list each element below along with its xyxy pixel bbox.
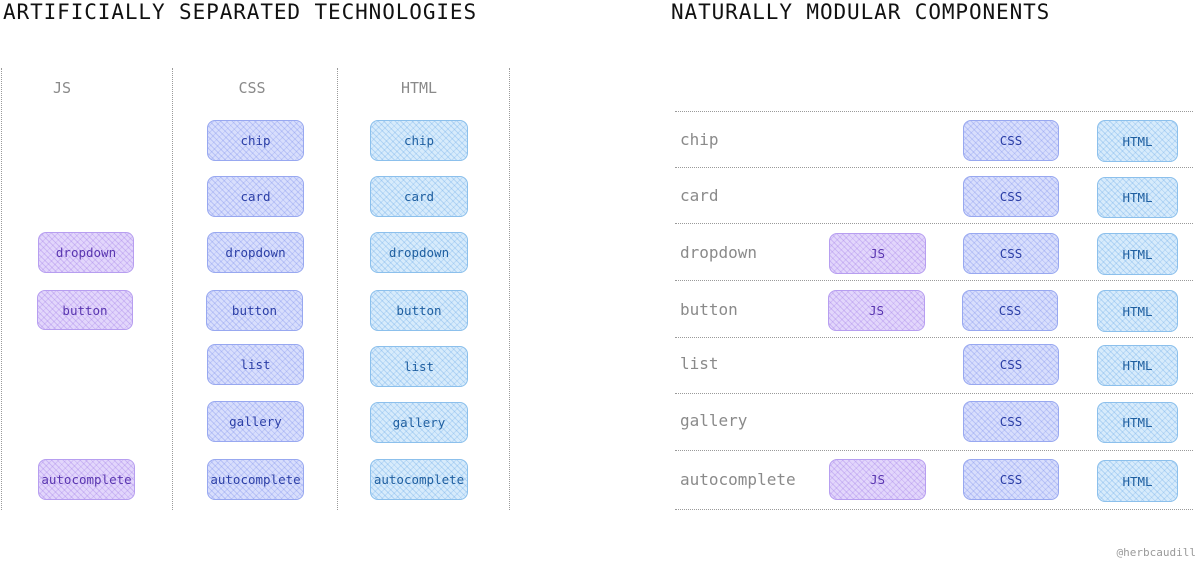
chip-css-chip: CSS	[963, 120, 1059, 161]
row-label-gallery: gallery	[680, 411, 748, 430]
column-header-css: CSS	[238, 79, 266, 97]
row-divider	[675, 280, 1193, 281]
html-chip-list: list	[370, 346, 468, 387]
button-css-chip: CSS	[962, 290, 1058, 331]
css-chip-chip: chip	[207, 120, 304, 161]
row-divider	[675, 111, 1193, 112]
css-chip-card: card	[207, 176, 304, 217]
row-divider	[675, 167, 1193, 168]
dropdown-js-chip: JS	[829, 233, 926, 274]
right-diagram-title: NATURALLY MODULAR COMPONENTS	[671, 0, 1051, 24]
column-divider	[337, 68, 338, 510]
row-divider	[675, 393, 1193, 394]
css-chip-gallery: gallery	[207, 401, 304, 442]
row-divider	[675, 223, 1193, 224]
card-css-chip: CSS	[963, 176, 1059, 217]
button-js-chip: JS	[828, 290, 925, 331]
css-chip-autocomplete: autocomplete	[207, 459, 304, 500]
row-divider	[675, 450, 1193, 451]
html-chip-autocomplete: autocomplete	[370, 459, 468, 500]
autocomplete-js-chip: JS	[829, 459, 926, 500]
js-chip-button: button	[37, 290, 133, 330]
column-header-js: JS	[52, 79, 72, 97]
row-label-list: list	[680, 354, 719, 373]
row-label-autocomplete: autocomplete	[680, 470, 796, 489]
column-divider	[172, 68, 173, 510]
gallery-css-chip: CSS	[963, 401, 1059, 442]
row-label-button: button	[680, 300, 738, 319]
autocomplete-css-chip: CSS	[963, 459, 1059, 500]
html-chip-card: card	[370, 176, 468, 217]
column-divider	[509, 68, 510, 510]
button-html-chip: HTML	[1097, 290, 1178, 332]
html-chip-chip: chip	[370, 120, 468, 161]
css-chip-list: list	[207, 344, 304, 385]
html-chip-dropdown: dropdown	[370, 232, 468, 273]
list-css-chip: CSS	[963, 344, 1059, 385]
dropdown-css-chip: CSS	[963, 233, 1059, 274]
row-divider	[675, 509, 1193, 510]
js-chip-dropdown: dropdown	[38, 232, 134, 273]
column-header-html: HTML	[400, 79, 438, 97]
html-chip-button: button	[370, 290, 468, 331]
html-chip-gallery: gallery	[370, 402, 468, 443]
row-label-chip: chip	[680, 130, 719, 149]
author-credit: @herbcaudill	[1116, 546, 1196, 559]
card-html-chip: HTML	[1097, 177, 1178, 218]
left-diagram-title: ARTIFICIALLY SEPARATED TECHNOLOGIES	[3, 0, 478, 24]
row-label-dropdown: dropdown	[680, 243, 758, 262]
row-label-card: card	[680, 186, 719, 205]
dropdown-html-chip: HTML	[1097, 233, 1178, 275]
list-html-chip: HTML	[1097, 345, 1178, 386]
css-chip-dropdown: dropdown	[207, 232, 304, 273]
js-chip-autocomplete: autocomplete	[38, 459, 135, 500]
autocomplete-html-chip: HTML	[1097, 460, 1178, 502]
chip-html-chip: HTML	[1097, 120, 1178, 162]
row-divider	[675, 337, 1193, 338]
css-chip-button: button	[206, 290, 303, 331]
gallery-html-chip: HTML	[1097, 402, 1178, 443]
column-divider	[1, 68, 2, 510]
